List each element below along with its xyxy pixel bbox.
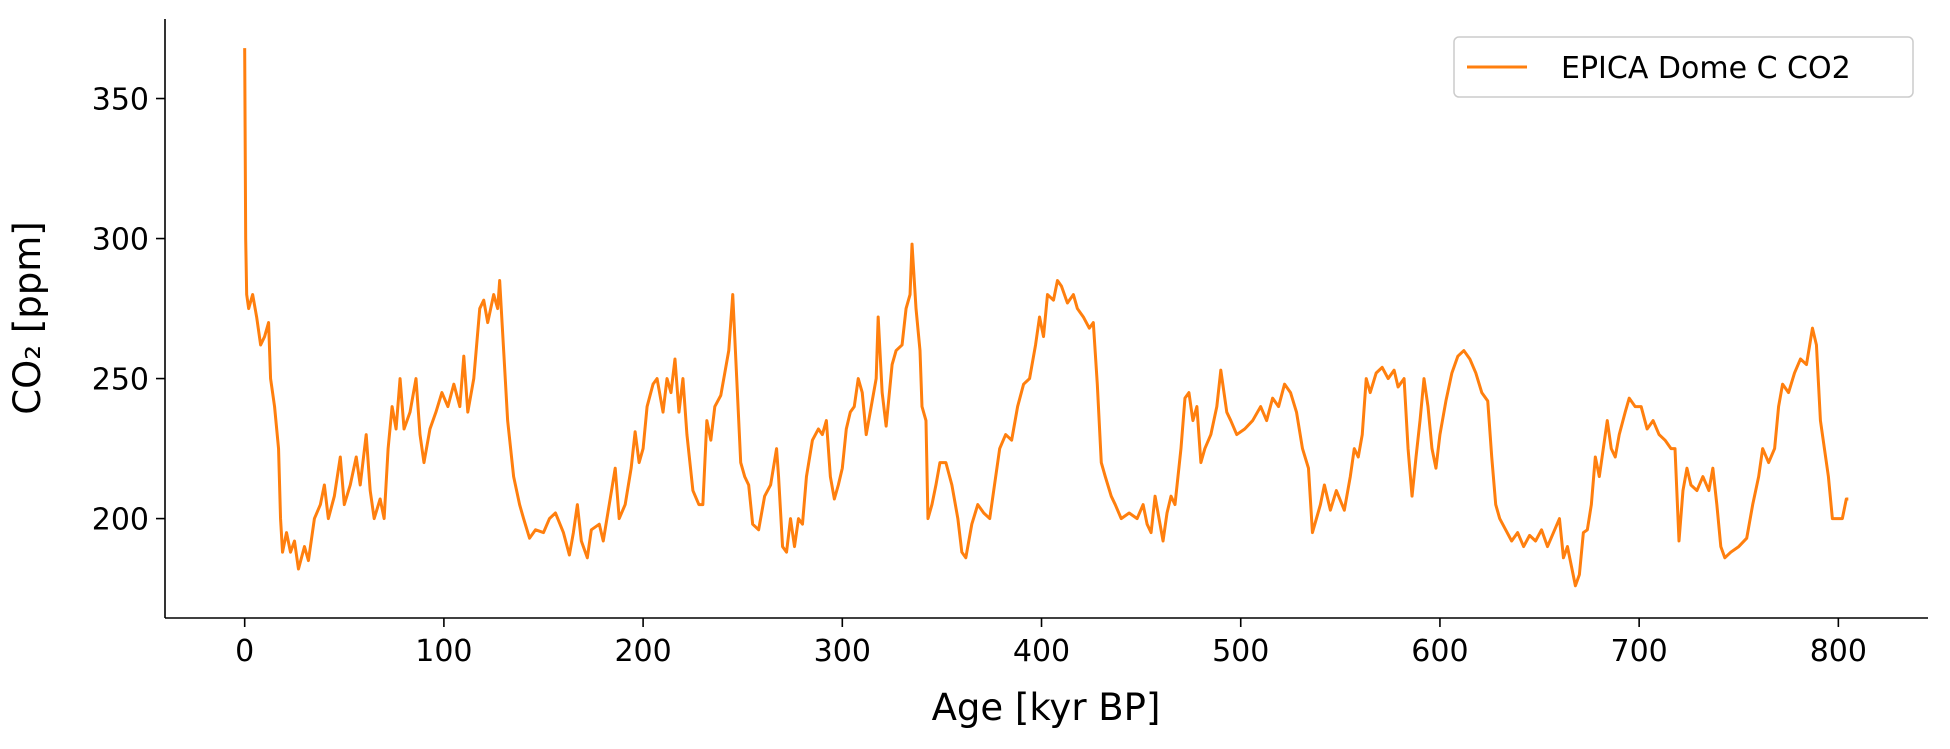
legend-box — [1453, 36, 1914, 98]
y-tick-label: 350 — [92, 83, 149, 118]
x-tick-label: 800 — [1810, 634, 1867, 669]
x-axis-label: Age [kyr BP] — [932, 686, 1161, 729]
x-tick-label: 500 — [1212, 634, 1269, 669]
y-tick-label: 250 — [92, 363, 149, 398]
x-tick-label: 100 — [415, 634, 472, 669]
legend-label: EPICA Dome C CO2 — [1561, 51, 1851, 86]
x-tick-label: 600 — [1411, 634, 1468, 669]
y-tick-label: 200 — [92, 503, 149, 538]
data-line — [243, 48, 1849, 588]
x-tick-label: 400 — [1013, 634, 1070, 669]
x-tick-label: 300 — [814, 634, 871, 669]
x-tick-label: 200 — [614, 634, 671, 669]
y-tick-label: 300 — [92, 223, 149, 258]
x-tick-label: 700 — [1611, 634, 1668, 669]
y-axis-label: CO₂ [ppm] — [6, 221, 49, 414]
x-tick-label: 0 — [235, 634, 254, 669]
